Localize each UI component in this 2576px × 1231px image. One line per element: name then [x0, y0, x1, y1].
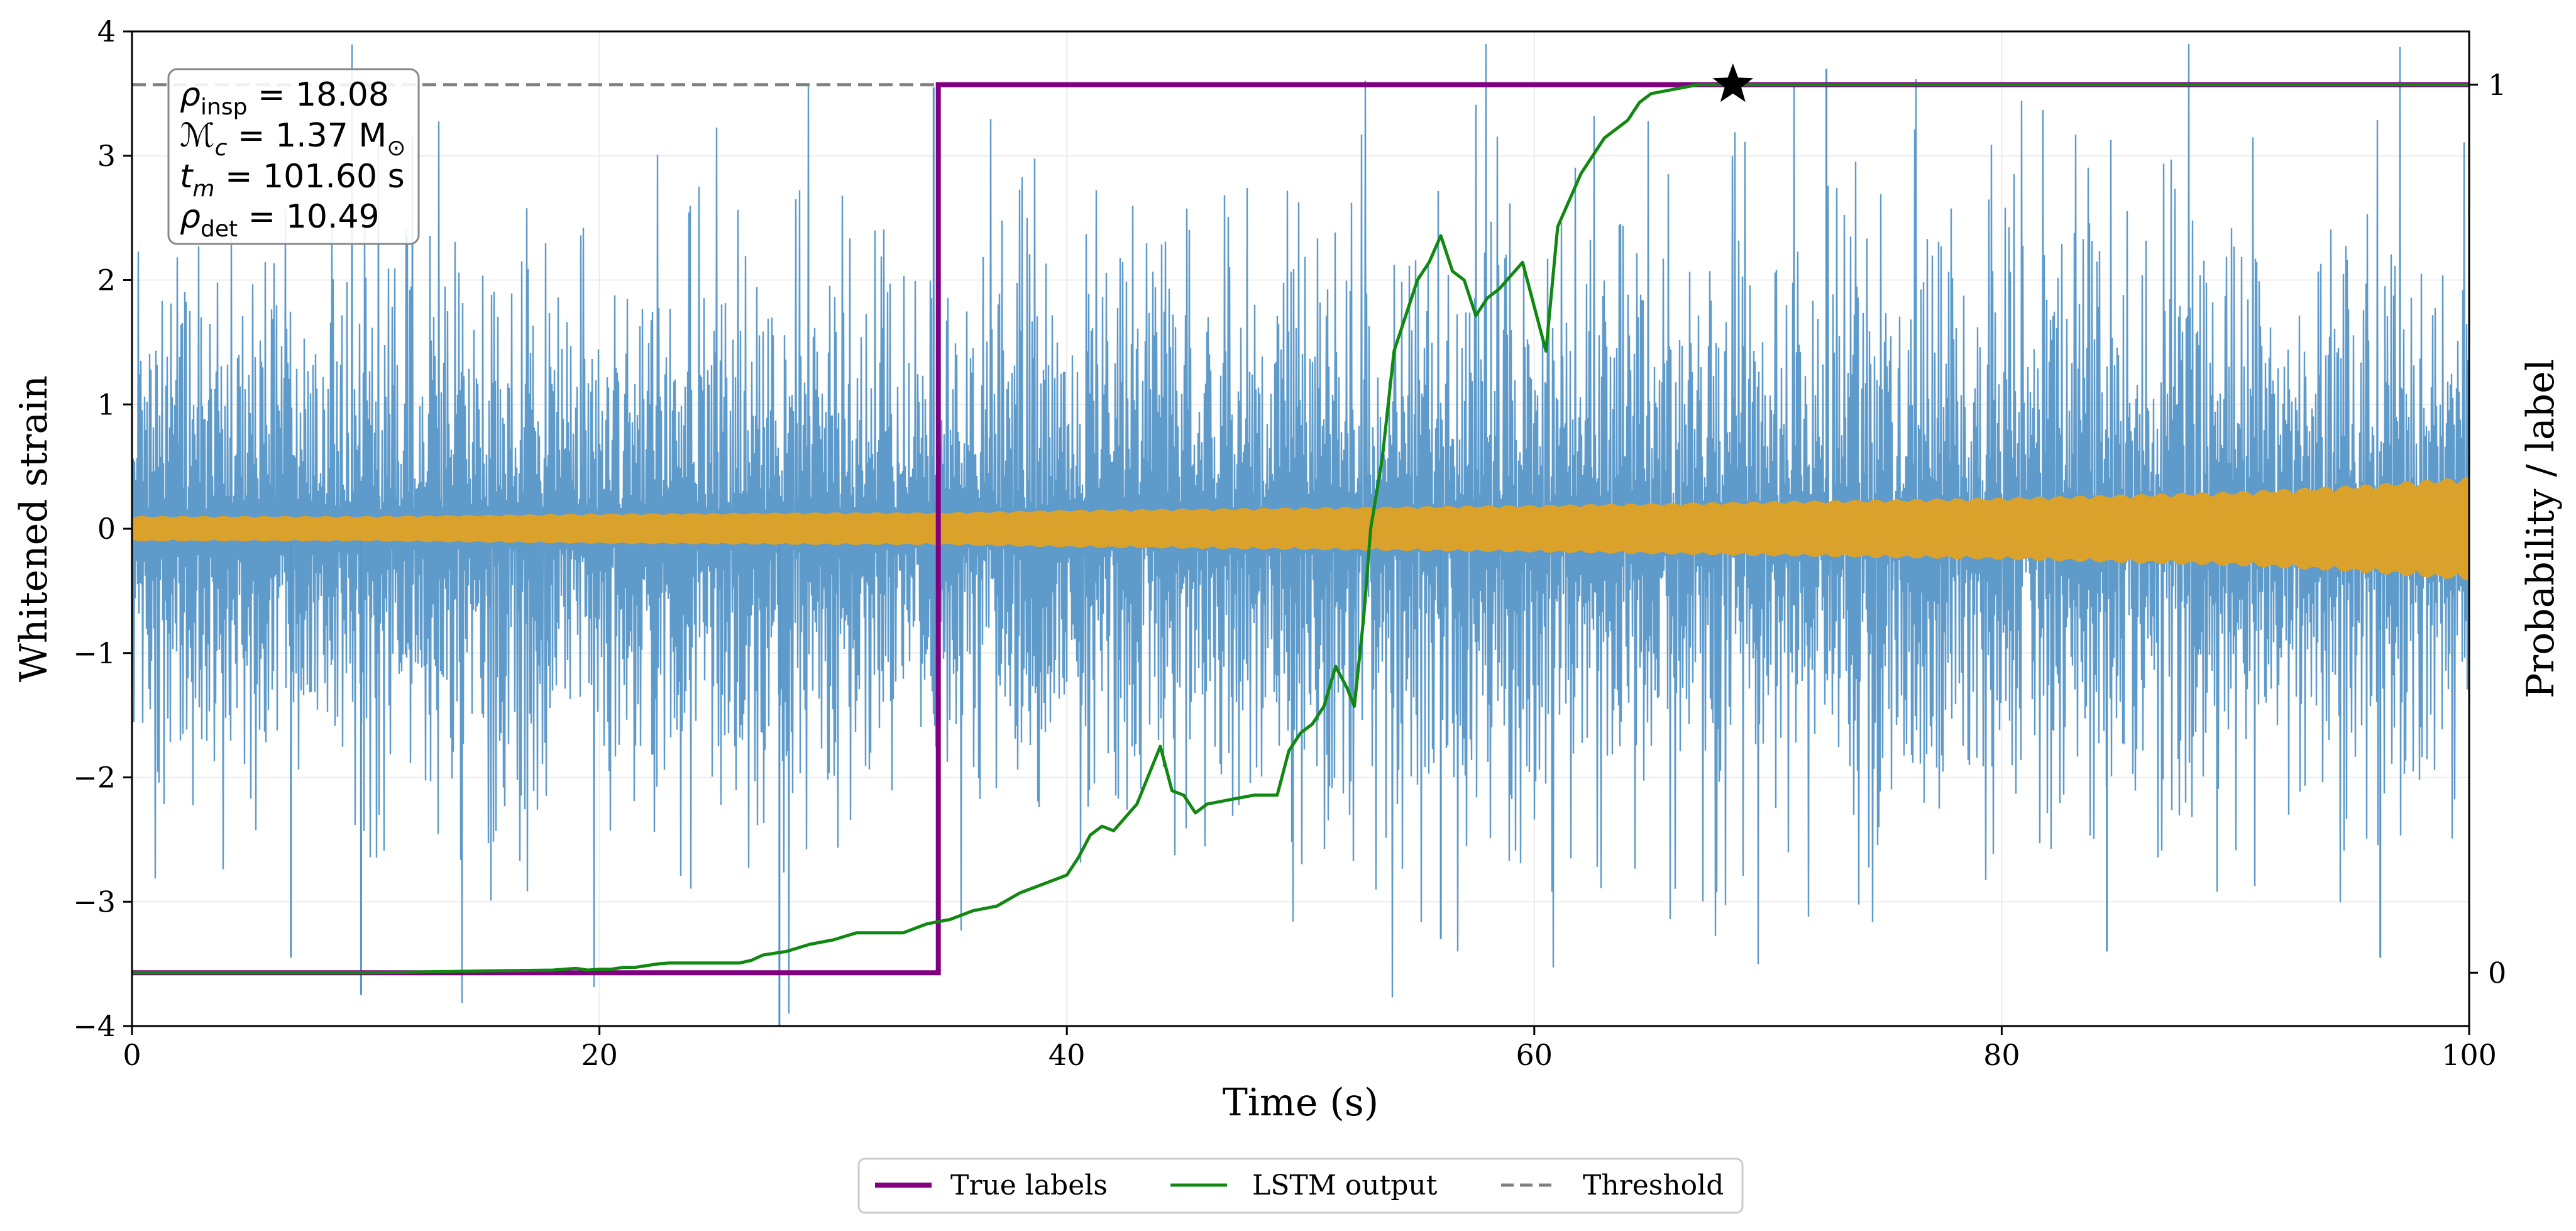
x-tick-label-4: 80	[1983, 1038, 2020, 1072]
legend: True labels LSTM output Threshold	[857, 1157, 1744, 1214]
x-tick-label-3: 60	[1516, 1038, 1553, 1072]
y-left-tick-label-5: 1	[97, 387, 116, 421]
strain-series	[132, 43, 2469, 1026]
lstm-output-line	[132, 83, 2469, 974]
legend-label-lstm-output: LSTM output	[1252, 1169, 1438, 1201]
y-axis-title-left: Whitened strain	[12, 375, 56, 682]
x-tick-label-5: 100	[2441, 1038, 2497, 1072]
y-left-tick-label-6: 2	[97, 263, 116, 297]
legend-label-true-labels: True labels	[950, 1169, 1108, 1201]
y-left-tick-label-7: 3	[97, 139, 116, 173]
strain-line	[132, 43, 2469, 1014]
y-right-tick-label-1: 1	[2488, 68, 2506, 102]
y-left-tick-label-2: −2	[73, 761, 116, 795]
detection-star-icon	[1712, 63, 1754, 102]
y-left-tick-label-3: −1	[73, 636, 116, 670]
x-tick-label-2: 40	[1049, 1038, 1086, 1072]
annotation-merger-time: tm = 101.60 s	[180, 158, 405, 202]
legend-label-threshold: Threshold	[1583, 1169, 1724, 1201]
probability-series	[132, 82, 2469, 976]
legend-frame	[857, 1157, 1744, 1214]
x-tick-label-1: 20	[581, 1038, 618, 1072]
signal-band	[132, 476, 2469, 582]
annotation-rho-insp: ρinsp = 18.08	[180, 76, 389, 120]
x-axis-title: Time (s)	[1223, 1081, 1379, 1125]
annotation-chirp-mass: ℳc = 1.37 M⊙	[180, 117, 405, 161]
signal-band-area	[132, 476, 2469, 582]
y-left-tick-label-8: 4	[97, 14, 116, 48]
annotation-box: ρinsp = 18.08 ℳc = 1.37 M⊙ tm = 101.60 s…	[167, 68, 420, 245]
y-axis-title-right: Probability / label	[2519, 359, 2563, 698]
y-left-tick-label-4: 0	[97, 512, 116, 546]
y-left-tick-label-0: −4	[73, 1009, 116, 1043]
detection-marker	[1712, 63, 1754, 102]
x-tick-label-0: 0	[123, 1038, 141, 1072]
annotation-rho-det: ρdet = 10.49	[180, 198, 380, 242]
y-right-tick-label-0: 0	[2488, 956, 2506, 990]
y-left-tick-label-1: −3	[73, 885, 116, 919]
